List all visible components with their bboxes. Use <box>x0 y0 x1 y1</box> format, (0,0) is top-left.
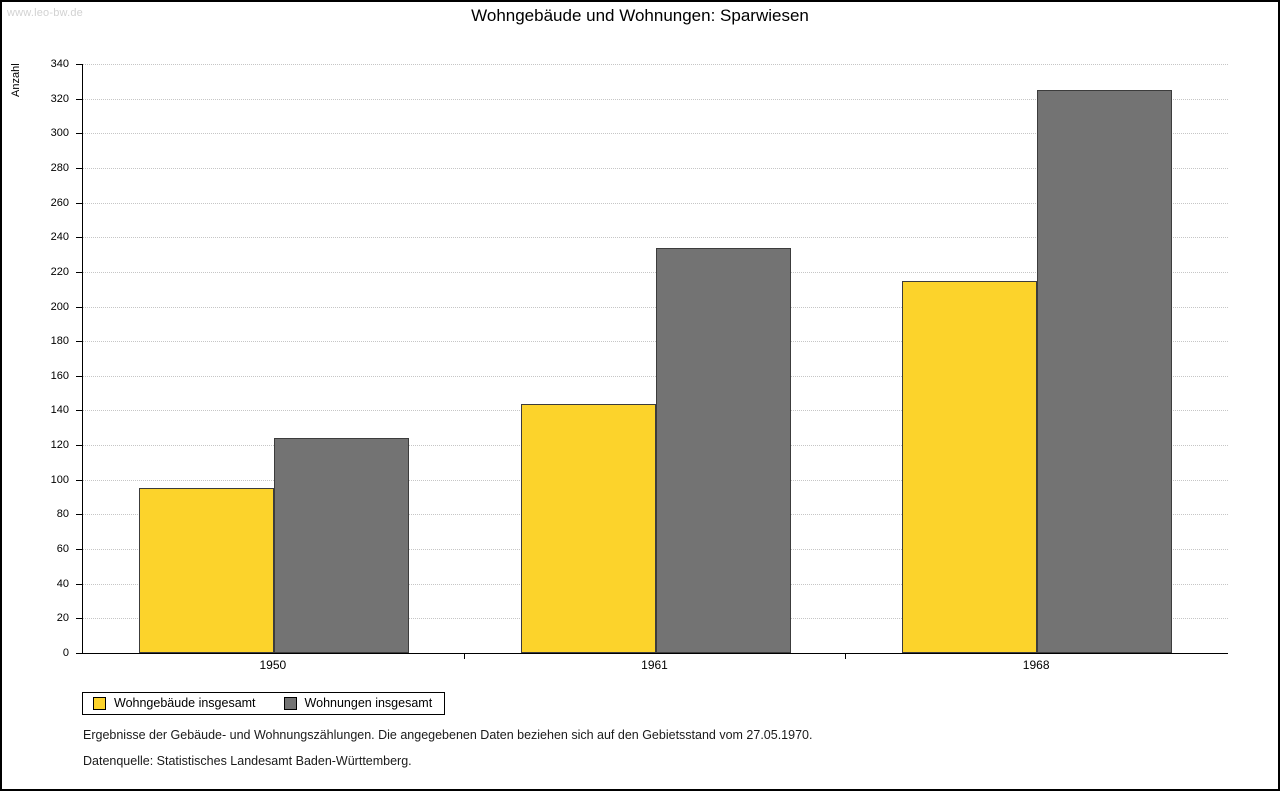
y-tick-label: 160 <box>50 369 69 382</box>
y-tick-label: 300 <box>50 127 69 140</box>
y-tick-mark <box>76 306 82 308</box>
watermark: www.leo-bw.de <box>7 7 83 19</box>
y-tick-mark <box>76 237 82 239</box>
y-tick-label: 320 <box>50 92 69 105</box>
y-tick-label: 240 <box>50 231 69 244</box>
bar-1961-series-0 <box>520 403 656 653</box>
y-axis: 0 20 40 60 80 100 120 140 160 180 200 220 240 260 280 3… <box>2 58 82 659</box>
y-tick-label: 0 <box>62 647 69 659</box>
gridline <box>83 167 1228 169</box>
bar-1950-series-1 <box>273 438 409 653</box>
y-tick-mark <box>76 375 82 377</box>
bar-1961-series-1 <box>655 247 791 653</box>
footnote-data-source: Datenquelle: Statistisches Landesamt Bad… <box>83 754 412 768</box>
chart-title: Wohngebäude und Wohnungen: Sparwiesen <box>471 6 809 25</box>
y-tick-label: 180 <box>50 335 69 348</box>
y-tick-mark <box>76 445 82 447</box>
y-tick-mark <box>76 618 82 620</box>
y-tick-mark <box>76 583 82 585</box>
legend-swatch-wohngebaeude <box>93 696 106 710</box>
y-tick-mark <box>76 514 82 516</box>
y-tick-label: 100 <box>50 473 69 486</box>
y-tick-mark <box>76 202 82 204</box>
gridline <box>83 98 1228 100</box>
legend-item-wohnungen: Wohnungen insgesamt <box>283 696 433 710</box>
gridline <box>83 64 1228 65</box>
legend-item-wohngebaeude: Wohngebäude insgesamt <box>93 696 256 710</box>
y-tick-label: 200 <box>50 300 69 313</box>
y-tick-label: 40 <box>56 577 69 590</box>
y-tick-mark <box>76 271 82 273</box>
y-tick-mark <box>76 64 82 65</box>
y-tick-mark <box>76 549 82 551</box>
y-tick-label: 220 <box>50 265 69 278</box>
x-tick-label: 1968 <box>1022 658 1050 672</box>
x-tick-mark <box>845 654 847 659</box>
x-axis: 1950 1961 1968 <box>82 654 1227 678</box>
y-tick-label: 20 <box>56 612 69 625</box>
y-tick-label: 120 <box>50 439 69 452</box>
bar-1950-series-0 <box>138 488 274 653</box>
y-tick-mark <box>76 133 82 135</box>
gridline <box>83 133 1228 135</box>
y-tick-mark <box>76 653 82 654</box>
footnote-source-note: Ergebnisse der Gebäude- und Wohnungszähl… <box>83 728 813 742</box>
x-tick-label: 1950 <box>259 658 287 672</box>
bar-1968-series-1 <box>1037 89 1173 653</box>
legend-swatch-wohnungen <box>283 696 297 710</box>
y-tick-label: 260 <box>50 196 69 209</box>
bar-1968-series-0 <box>902 280 1038 653</box>
y-tick-label: 340 <box>50 58 69 70</box>
y-tick-label: 280 <box>50 161 69 174</box>
y-tick-label: 80 <box>56 508 69 521</box>
y-tick-label: 140 <box>50 404 69 417</box>
y-tick-mark <box>76 410 82 412</box>
legend: Wohngebäude insgesamt Wohnungen insgesam… <box>82 692 446 715</box>
y-tick-mark <box>76 98 82 100</box>
gridline <box>83 237 1228 239</box>
gridline <box>83 202 1228 204</box>
plot-area <box>82 64 1228 654</box>
y-tick-mark <box>76 341 82 343</box>
y-tick-mark <box>76 479 82 481</box>
x-tick-mark <box>463 654 465 659</box>
y-tick-label: 60 <box>56 543 69 556</box>
legend-label-wohngebaeude: Wohngebäude insgesamt <box>114 696 256 710</box>
legend-label-wohnungen: Wohnungen insgesamt <box>304 696 433 710</box>
x-tick-label: 1961 <box>641 658 668 672</box>
y-tick-mark <box>76 167 82 169</box>
